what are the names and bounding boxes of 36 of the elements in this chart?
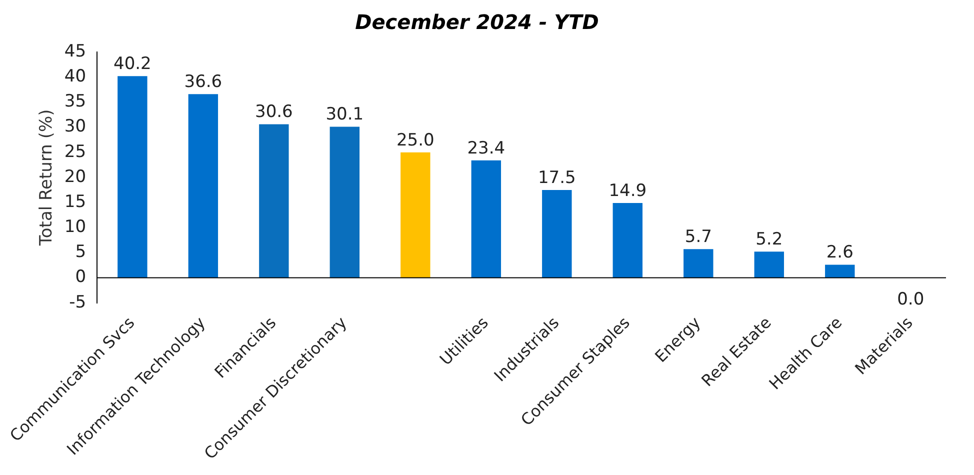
bar bbox=[612, 203, 643, 278]
chart-title: December 2024 - YTD bbox=[355, 10, 599, 34]
y-tick-label: 40 bbox=[64, 66, 86, 87]
data-label: 14.9 bbox=[608, 180, 647, 201]
data-label: 23.4 bbox=[467, 138, 506, 158]
data-label: 17.5 bbox=[538, 168, 576, 188]
bar bbox=[471, 160, 502, 278]
y-tick-label: -5 bbox=[69, 292, 86, 312]
data-label: 30.6 bbox=[254, 102, 293, 122]
y-tick-label: 0 bbox=[75, 267, 86, 288]
data-label: 30.1 bbox=[326, 104, 364, 125]
y-tick-label: 5 bbox=[75, 242, 86, 262]
bar bbox=[330, 126, 360, 278]
y-tick-label: 20 bbox=[64, 166, 86, 187]
y-tick-label: 35 bbox=[64, 92, 86, 112]
bar bbox=[684, 249, 714, 278]
bar bbox=[400, 152, 430, 278]
y-tick-label: 25 bbox=[64, 142, 86, 162]
data-label: 2.6 bbox=[826, 242, 854, 263]
data-label: 36.6 bbox=[184, 72, 222, 92]
y-tick-label: 30 bbox=[64, 116, 86, 137]
bar bbox=[542, 190, 572, 278]
data-label: 25.0 bbox=[396, 130, 434, 150]
y-axis-title: Total Return (%) bbox=[36, 109, 57, 247]
data-label: 5.2 bbox=[756, 230, 783, 250]
data-label: 5.7 bbox=[684, 227, 712, 248]
data-label: 0.0 bbox=[897, 290, 924, 310]
bar bbox=[754, 252, 784, 278]
bar bbox=[825, 264, 855, 278]
bar bbox=[118, 76, 148, 278]
data-label: 40.2 bbox=[114, 54, 152, 74]
y-tick-label: 15 bbox=[64, 192, 86, 212]
bar bbox=[259, 124, 289, 278]
bar bbox=[188, 94, 218, 278]
y-tick-label: 10 bbox=[64, 217, 86, 238]
y-tick-label: 45 bbox=[64, 41, 86, 62]
